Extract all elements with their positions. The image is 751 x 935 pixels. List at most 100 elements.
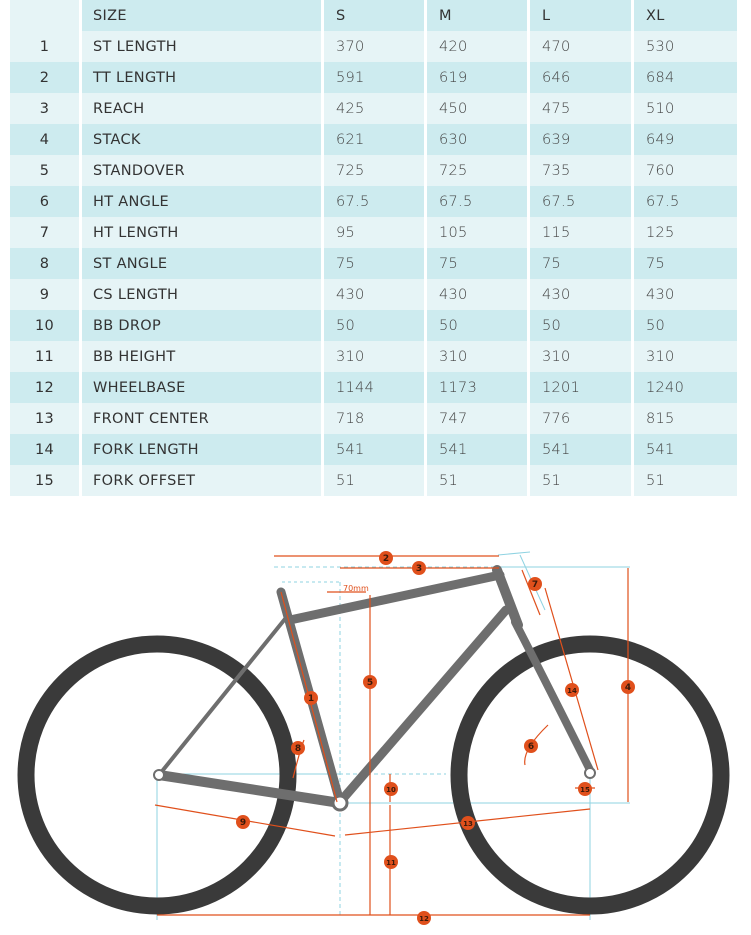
chain-stay bbox=[154, 770, 345, 808]
cell-index: 11 bbox=[10, 341, 82, 372]
cell-index: 1 bbox=[10, 31, 82, 62]
cell-m-value: 450 bbox=[427, 93, 530, 124]
marker-number: 12 bbox=[419, 915, 429, 923]
rear-dropout bbox=[153, 769, 165, 781]
cell-l-value: 75 bbox=[530, 248, 634, 279]
cell-l-value: 776 bbox=[530, 403, 634, 434]
cell-xl-value: 649 bbox=[634, 124, 737, 155]
header-index bbox=[10, 0, 82, 31]
cell-s-value: 718 bbox=[324, 403, 427, 434]
marker-circle bbox=[621, 680, 635, 694]
cell-xl-value: 310 bbox=[634, 341, 737, 372]
cell-parameter: STANDOVER bbox=[82, 155, 324, 186]
cell-index: 10 bbox=[10, 310, 82, 341]
marker-circle bbox=[384, 855, 398, 869]
cell-xl-value: 530 bbox=[634, 31, 737, 62]
table-row: 7 HT LENGTH 95 105 115 125 bbox=[10, 217, 737, 248]
cell-parameter: FORK LENGTH bbox=[82, 434, 324, 465]
header-m: M bbox=[427, 0, 530, 31]
table-row: 1 ST LENGTH 370 420 470 530 bbox=[10, 31, 737, 62]
rear-wheel bbox=[17, 635, 297, 915]
table-row: 9 CS LENGTH 430 430 430 430 bbox=[10, 279, 737, 310]
cell-index: 8 bbox=[10, 248, 82, 279]
marker-circle bbox=[565, 683, 579, 697]
head-tube bbox=[492, 565, 523, 630]
cell-m-value: 619 bbox=[427, 62, 530, 93]
cell-s-value: 725 bbox=[324, 155, 427, 186]
table-header-row: SIZE S M L XL bbox=[10, 0, 737, 31]
cell-index: 15 bbox=[10, 465, 82, 496]
cell-parameter: HT ANGLE bbox=[82, 186, 324, 217]
guide-lines bbox=[156, 551, 630, 920]
cell-s-value: 310 bbox=[324, 341, 427, 372]
cell-xl-value: 430 bbox=[634, 279, 737, 310]
frame bbox=[153, 565, 596, 812]
table-row: 3 REACH 425 450 475 510 bbox=[10, 93, 737, 124]
cell-m-value: 51 bbox=[427, 465, 530, 496]
cell-parameter: STACK bbox=[82, 124, 324, 155]
cell-index: 2 bbox=[10, 62, 82, 93]
cell-m-value: 75 bbox=[427, 248, 530, 279]
table-row: 11 BB HEIGHT 310 310 310 310 bbox=[10, 341, 737, 372]
cell-m-value: 105 bbox=[427, 217, 530, 248]
table-row: 6 HT ANGLE 67.5 67.5 67.5 67.5 bbox=[10, 186, 737, 217]
marker-number: 5 bbox=[367, 678, 373, 688]
cell-l-value: 470 bbox=[530, 31, 634, 62]
header-size: SIZE bbox=[82, 0, 324, 31]
cell-parameter: REACH bbox=[82, 93, 324, 124]
marker-5: 5 bbox=[363, 675, 377, 689]
cell-s-value: 425 bbox=[324, 93, 427, 124]
cell-parameter: WHEELBASE bbox=[82, 372, 324, 403]
bottom-bracket bbox=[331, 794, 349, 812]
cell-s-value: 51 bbox=[324, 465, 427, 496]
cell-l-value: 1201 bbox=[530, 372, 634, 403]
marker-circle bbox=[304, 691, 318, 705]
cell-xl-value: 541 bbox=[634, 434, 737, 465]
cell-s-value: 591 bbox=[324, 62, 427, 93]
marker-number: 7 bbox=[532, 580, 538, 590]
cell-index: 6 bbox=[10, 186, 82, 217]
cell-xl-value: 684 bbox=[634, 62, 737, 93]
cell-m-value: 420 bbox=[427, 31, 530, 62]
cell-xl-value: 51 bbox=[634, 465, 737, 496]
cell-m-value: 725 bbox=[427, 155, 530, 186]
cell-m-value: 430 bbox=[427, 279, 530, 310]
cell-parameter: TT LENGTH bbox=[82, 62, 324, 93]
cell-l-value: 639 bbox=[530, 124, 634, 155]
cell-xl-value: 1240 bbox=[634, 372, 737, 403]
cell-parameter: FORK OFFSET bbox=[82, 465, 324, 496]
cell-xl-value: 760 bbox=[634, 155, 737, 186]
marker-circle bbox=[461, 816, 475, 830]
marker-number: 10 bbox=[386, 786, 396, 794]
marker-4: 4 bbox=[621, 680, 635, 694]
marker-15: 15 bbox=[578, 782, 592, 796]
cell-m-value: 67.5 bbox=[427, 186, 530, 217]
marker-number: 3 bbox=[416, 564, 422, 574]
table-row: 5 STANDOVER 725 725 735 760 bbox=[10, 155, 737, 186]
marker-number: 1 bbox=[308, 694, 314, 704]
marker-number: 9 bbox=[240, 818, 246, 828]
marker-number: 8 bbox=[295, 744, 301, 754]
cell-l-value: 475 bbox=[530, 93, 634, 124]
header-xl: XL bbox=[634, 0, 737, 31]
cell-s-value: 95 bbox=[324, 217, 427, 248]
table-row: 14 FORK LENGTH 541 541 541 541 bbox=[10, 434, 737, 465]
cell-m-value: 50 bbox=[427, 310, 530, 341]
cell-l-value: 541 bbox=[530, 434, 634, 465]
cell-s-value: 430 bbox=[324, 279, 427, 310]
header-s: S bbox=[324, 0, 427, 31]
marker-number: 6 bbox=[528, 742, 534, 752]
fork bbox=[511, 618, 594, 774]
marker-circle bbox=[412, 561, 426, 575]
marker-number: 13 bbox=[463, 820, 473, 828]
cell-xl-value: 125 bbox=[634, 217, 737, 248]
cell-l-value: 430 bbox=[530, 279, 634, 310]
marker-1: 1 bbox=[304, 691, 318, 705]
marker-number: 4 bbox=[625, 683, 631, 693]
marker-circle bbox=[379, 551, 393, 565]
table-row: 10 BB DROP 50 50 50 50 bbox=[10, 310, 737, 341]
marker-circle bbox=[578, 782, 592, 796]
marker-12: 12 bbox=[417, 911, 431, 925]
marker-number: 15 bbox=[580, 786, 590, 794]
